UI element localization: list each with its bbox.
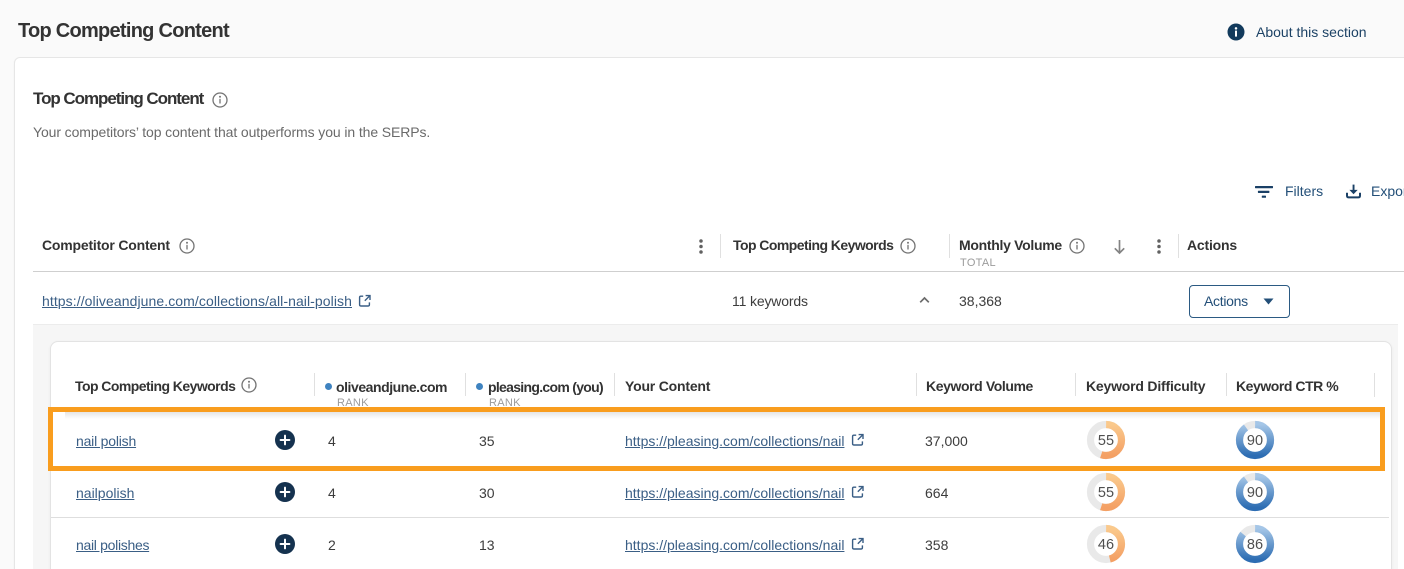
svg-text:55: 55 bbox=[1098, 433, 1114, 449]
svg-text:86: 86 bbox=[1247, 537, 1263, 553]
svg-text:90: 90 bbox=[1247, 485, 1263, 501]
svg-text:90: 90 bbox=[1247, 433, 1263, 449]
svg-text:46: 46 bbox=[1098, 537, 1114, 553]
svg-text:55: 55 bbox=[1098, 485, 1114, 501]
